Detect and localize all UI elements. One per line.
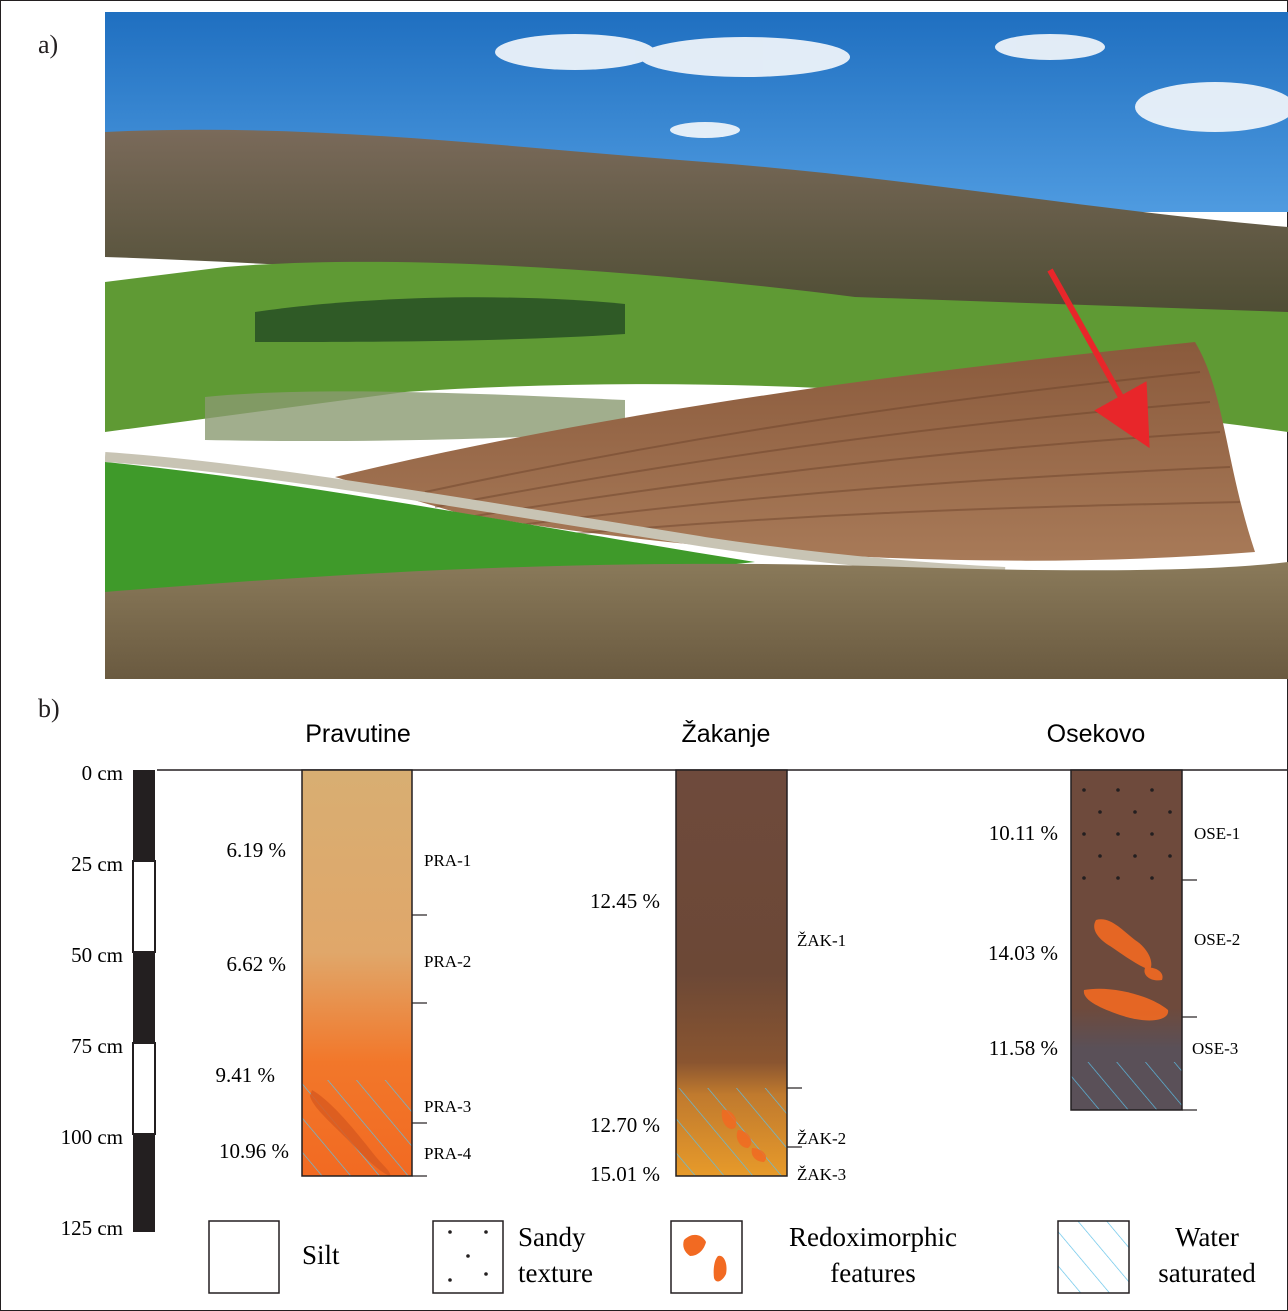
location-arrow [1047,268,1150,449]
soil-foreground [105,562,1288,679]
road [105,452,1006,577]
plowed-field [335,342,1255,561]
percentage-zak-1: 12.45 % [590,889,660,913]
sample-zak-2: ŽAK-2 [797,1129,846,1148]
pond [205,391,625,442]
sample-zak-1: ŽAK-1 [797,931,846,950]
depth-tick-75: 75 cm [71,1034,123,1058]
percentage-pra-4: 10.96 % [219,1139,289,1163]
legend-label-silt: Silt [302,1240,340,1270]
percentage-pra-1: 6.19 % [227,838,287,862]
soil-profile-diagram: Pravutine Žakanje Osekovo 0 cm 25 cm 50 … [61,719,1288,1294]
profile-title-pravutine: Pravutine [305,720,411,748]
redox-feature [1083,919,1169,1021]
legend-sandy-dots [448,1230,488,1282]
forest-hill [105,129,1288,332]
legend-swatch-silt [208,1220,280,1294]
legend-label-sandy-line2: texture [518,1258,593,1288]
panel-b-label: b) [38,694,60,723]
percentage-pra-2: 6.62 % [227,952,287,976]
legend-label-redox-line1: Redoximorphic [789,1222,957,1252]
profile-column-pravutine [301,769,427,1177]
profile-title-zakanje: Žakanje [682,719,771,748]
legend-swatch-water [1057,1220,1130,1294]
percentage-zak-2: 12.70 % [590,1113,660,1137]
legend: Silt Sandy texture Redoximorphic feature… [208,1220,1256,1294]
depth-tick-100: 100 cm [61,1125,123,1149]
legend-label-water-line1: Water [1175,1222,1239,1252]
legend-redox-marks [683,1234,727,1282]
sample-ose-1: OSE-1 [1194,824,1240,843]
tree-row [255,297,625,342]
sample-zak-3: ŽAK-3 [797,1165,846,1184]
legend-label-water-line2: saturated [1158,1258,1256,1288]
sandy-texture-dots [1082,788,1172,880]
sample-ose-3: OSE-3 [1192,1039,1238,1058]
percentage-pra-3: 9.41 % [216,1063,276,1087]
landscape-photo [105,12,1288,679]
clouds [495,34,1288,138]
legend-label-sandy-line1: Sandy [518,1222,586,1252]
percentage-ose-1: 10.11 % [989,821,1058,845]
depth-tick-50: 50 cm [71,943,123,967]
percentage-ose-3: 11.58 % [989,1036,1058,1060]
sample-pra-2: PRA-2 [424,952,471,971]
percentage-zak-3: 15.01 % [590,1162,660,1186]
legend-swatch-redox [670,1220,743,1294]
percentage-ose-2: 14.03 % [988,941,1058,965]
depth-tick-125: 125 cm [61,1216,123,1240]
sample-pra-4: PRA-4 [424,1144,472,1163]
depth-tick-25: 25 cm [71,852,123,876]
depth-tick-0: 0 cm [82,761,123,785]
redox-feature [310,1090,391,1176]
panel-a-label: a) [38,30,59,59]
sample-ose-2: OSE-2 [1194,930,1240,949]
sample-pra-1: PRA-1 [424,851,471,870]
profile-column-osekovo [1070,769,1197,1111]
redox-feature [721,1109,767,1162]
profile-title-osekovo: Osekovo [1047,720,1146,748]
profile-column-zakanje [675,769,802,1177]
legend-label-redox-line2: features [830,1258,915,1288]
sample-pra-3: PRA-3 [424,1097,471,1116]
depth-scale-bar [132,770,156,1232]
